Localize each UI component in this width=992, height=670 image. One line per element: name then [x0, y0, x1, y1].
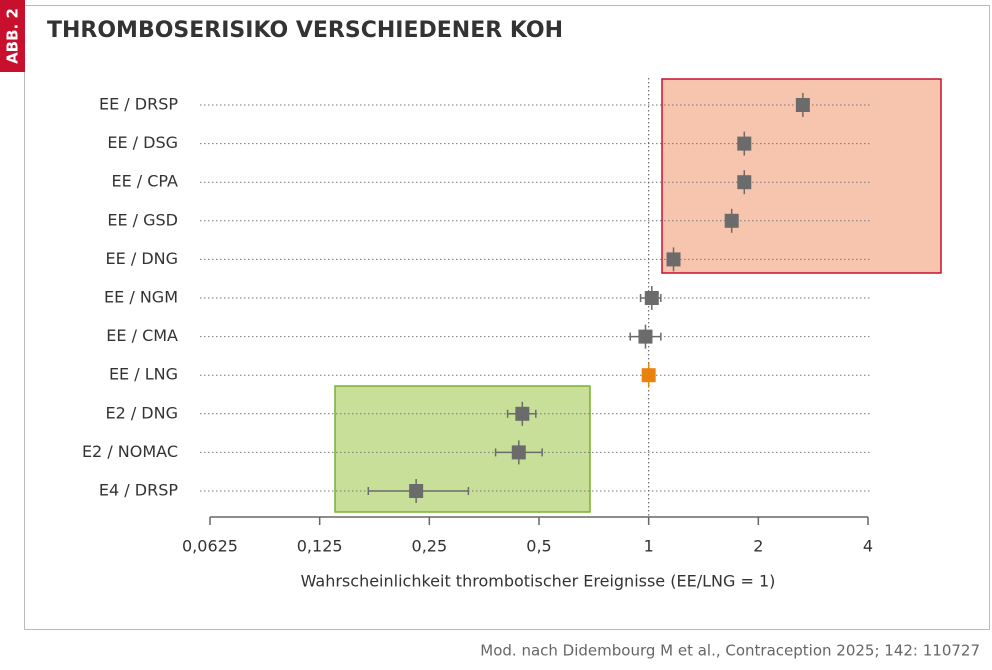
point — [644, 291, 659, 305]
x-tick-label: 0,5 — [526, 537, 551, 556]
category-label: EE / DRSP — [99, 95, 178, 114]
x-tick-label: 2 — [753, 537, 763, 556]
point — [515, 406, 530, 421]
category-label: EE / NGM — [104, 288, 178, 307]
point — [737, 175, 752, 190]
point — [795, 98, 810, 112]
point — [724, 213, 739, 228]
chart-title: THROMBOSERISIKO VERSCHIEDENER KOH — [47, 18, 563, 43]
category-label: EE / DNG — [106, 249, 178, 268]
badge: ABB. 2 — [4, 8, 22, 64]
category-label: E2 / NOMAC — [82, 442, 178, 461]
category-label: E4 / DRSP — [99, 481, 178, 500]
x-tick-label: 4 — [863, 537, 873, 556]
category-label: EE / DSG — [107, 133, 178, 152]
point — [641, 368, 656, 383]
x-tick-label: 0,25 — [412, 537, 448, 556]
point — [666, 252, 681, 267]
x-tick-label: 0,0625 — [182, 537, 238, 556]
category-label: EE / CMA — [106, 326, 178, 345]
point — [409, 484, 424, 498]
point — [737, 136, 752, 151]
point — [511, 445, 526, 460]
category-label: EE / CPA — [111, 172, 178, 191]
x-tick-label: 0,125 — [297, 537, 343, 556]
category-label: EE / GSD — [107, 210, 178, 229]
x-tick-label: 1 — [644, 537, 654, 556]
point — [638, 329, 653, 344]
x-axis-label: Wahrscheinlichkeit thrombotischer Ereign… — [301, 572, 776, 591]
category-label: EE / LNG — [109, 365, 178, 384]
category-label: E2 / DNG — [105, 403, 178, 422]
badge-bg — [0, 0, 25, 72]
risk-low-region — [334, 385, 591, 513]
frame — [24, 5, 990, 630]
source: Mod. nach Didembourg M et al., Contracep… — [480, 642, 980, 660]
